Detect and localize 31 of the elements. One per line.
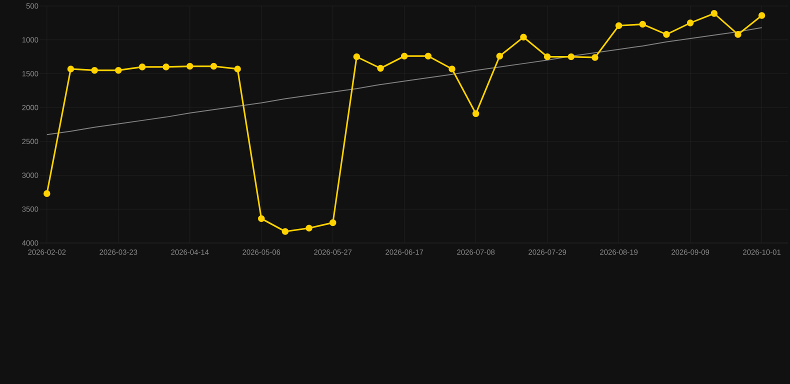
point [758,12,766,19]
point [448,66,456,72]
point [377,64,384,72]
point [592,54,598,61]
point [44,190,50,197]
point [306,224,312,232]
point [734,31,742,38]
point [400,52,408,60]
point [186,62,194,70]
point [329,219,336,226]
point [496,52,504,60]
point [210,62,218,70]
point [544,53,551,60]
point [424,52,432,60]
point [258,215,265,222]
point [639,20,646,28]
point [234,66,241,72]
point [115,66,122,74]
point [615,22,622,30]
point [568,53,575,60]
point [520,34,527,41]
point [138,64,146,70]
point [472,110,480,118]
point [663,31,670,38]
point [353,53,360,60]
point [710,10,718,17]
point [91,66,98,74]
point [67,66,74,72]
point [686,20,694,26]
point [162,64,170,70]
point [282,228,289,235]
